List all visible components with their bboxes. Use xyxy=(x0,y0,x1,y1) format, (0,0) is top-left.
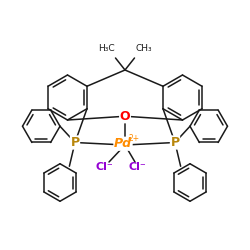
Text: O: O xyxy=(120,110,130,123)
Text: P: P xyxy=(170,136,179,149)
Text: Cl⁻: Cl⁻ xyxy=(96,162,114,172)
Text: Cl⁻: Cl⁻ xyxy=(128,162,146,172)
Text: P: P xyxy=(70,136,80,149)
Text: Pd: Pd xyxy=(114,137,132,150)
Text: CH₃: CH₃ xyxy=(136,44,152,53)
Text: H₃C: H₃C xyxy=(98,44,114,53)
Text: 2+: 2+ xyxy=(129,134,140,143)
